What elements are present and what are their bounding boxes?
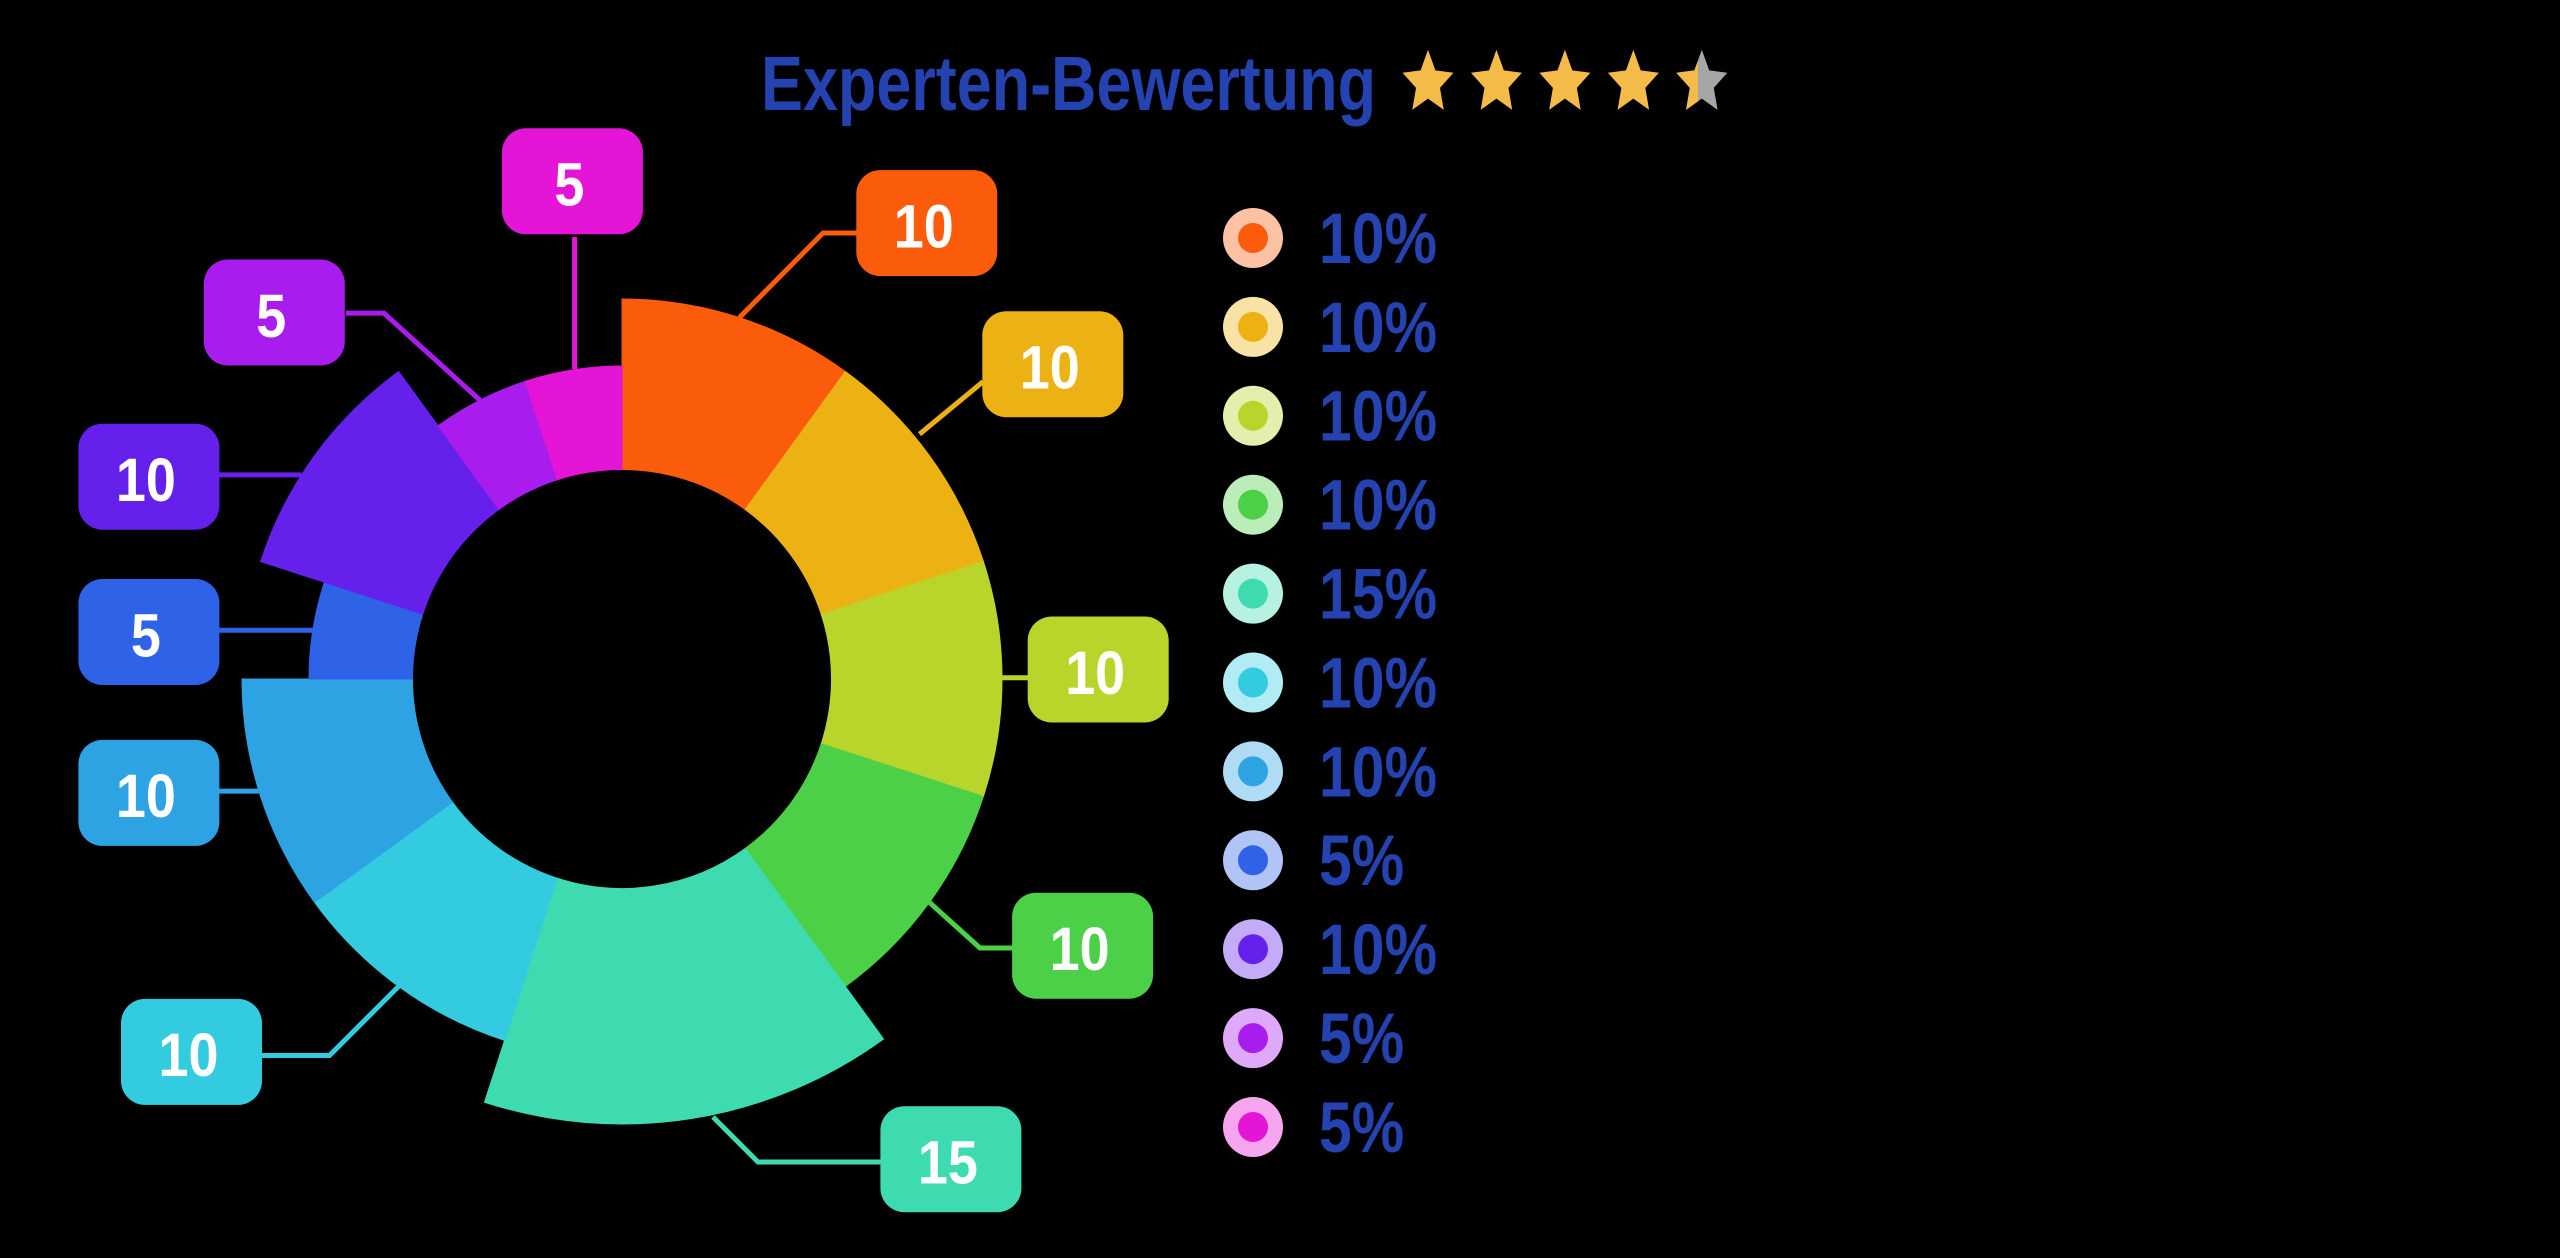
svg-text:Experten-Bewertung: Experten-Bewertung [761, 41, 1376, 127]
svg-text:10: 10 [116, 446, 176, 514]
svg-text:5%: 5% [1319, 1000, 1404, 1079]
svg-text:10%: 10% [1319, 289, 1437, 368]
svg-text:10%: 10% [1319, 467, 1437, 546]
svg-text:5%: 5% [1319, 1089, 1404, 1168]
svg-text:10%: 10% [1319, 911, 1437, 990]
svg-text:10: 10 [1065, 639, 1125, 707]
svg-text:5: 5 [554, 151, 584, 219]
svg-text:10%: 10% [1319, 200, 1437, 279]
svg-text:15: 15 [918, 1129, 978, 1197]
svg-text:10: 10 [1020, 334, 1080, 402]
svg-text:10: 10 [116, 762, 176, 830]
svg-text:10%: 10% [1319, 644, 1437, 723]
svg-text:10: 10 [1050, 915, 1110, 983]
svg-text:15%: 15% [1319, 556, 1437, 635]
svg-text:10%: 10% [1319, 733, 1437, 812]
svg-text:5%: 5% [1319, 822, 1404, 901]
svg-text:10: 10 [159, 1021, 219, 1089]
svg-text:5: 5 [256, 282, 286, 350]
svg-text:10%: 10% [1319, 378, 1437, 457]
svg-text:10: 10 [894, 192, 954, 260]
svg-text:5: 5 [131, 601, 161, 669]
